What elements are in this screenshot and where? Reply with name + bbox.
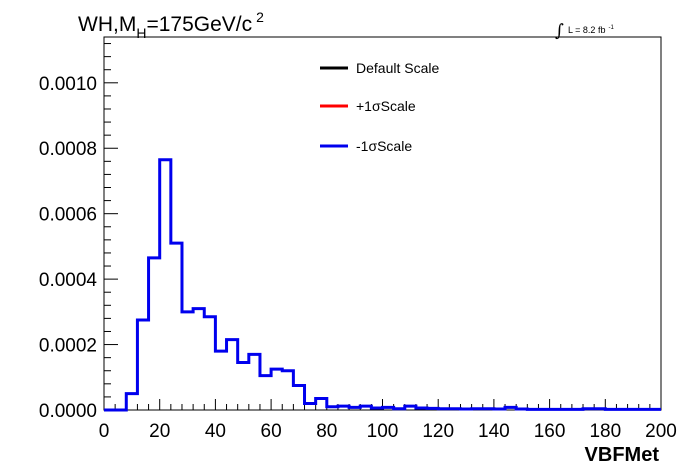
y-tick-label: 0.0010 xyxy=(39,74,97,95)
y-tick-label: 0.0008 xyxy=(39,139,97,160)
x-tick-label: 120 xyxy=(422,421,454,442)
x-tick-label: 60 xyxy=(261,421,282,442)
legend-label-minus1sigma: -1σScale xyxy=(356,138,412,154)
plot-frame xyxy=(103,36,662,411)
x-tick-label: 0 xyxy=(99,421,110,442)
x-tick-label: 160 xyxy=(534,421,566,442)
luminosity-text: L = 8.2 fb -1 xyxy=(568,25,614,35)
integral-sign: ∫ xyxy=(555,21,564,41)
legend-label-default: Default Scale xyxy=(356,60,439,76)
luminosity-label: ∫ L = 8.2 fb -1 xyxy=(555,21,614,41)
y-tick-label: 0.0006 xyxy=(39,205,97,226)
x-tick-label: 180 xyxy=(589,421,621,442)
legend-label-plus1sigma: +1σScale xyxy=(356,98,416,114)
x-tick-label: 80 xyxy=(316,421,337,442)
x-tick-label: 20 xyxy=(149,421,170,442)
y-tick-label: 0.0000 xyxy=(39,401,97,422)
histogram-series-line xyxy=(104,158,661,412)
y-axis-ticks: 0.0000 0.0002 0.0004 0.0006 0.0008 0.0010 xyxy=(39,43,118,422)
series-layer xyxy=(104,158,661,412)
x-axis-label: VBFMet xyxy=(585,444,660,466)
x-tick-label: 100 xyxy=(367,421,399,442)
y-tick-label: 0.0004 xyxy=(39,270,98,291)
chart-title: WH,MH=175GeV/c 2 xyxy=(78,9,264,41)
legend: Default Scale +1σScale -1σScale xyxy=(320,60,439,154)
x-tick-label: 40 xyxy=(205,421,226,442)
x-tick-label: 200 xyxy=(645,421,677,442)
x-tick-label: 140 xyxy=(478,421,510,442)
x-axis-ticks: 0 20 40 60 80 100 120 140 160 180 200 xyxy=(99,399,677,442)
y-tick-label: 0.0002 xyxy=(39,336,97,357)
